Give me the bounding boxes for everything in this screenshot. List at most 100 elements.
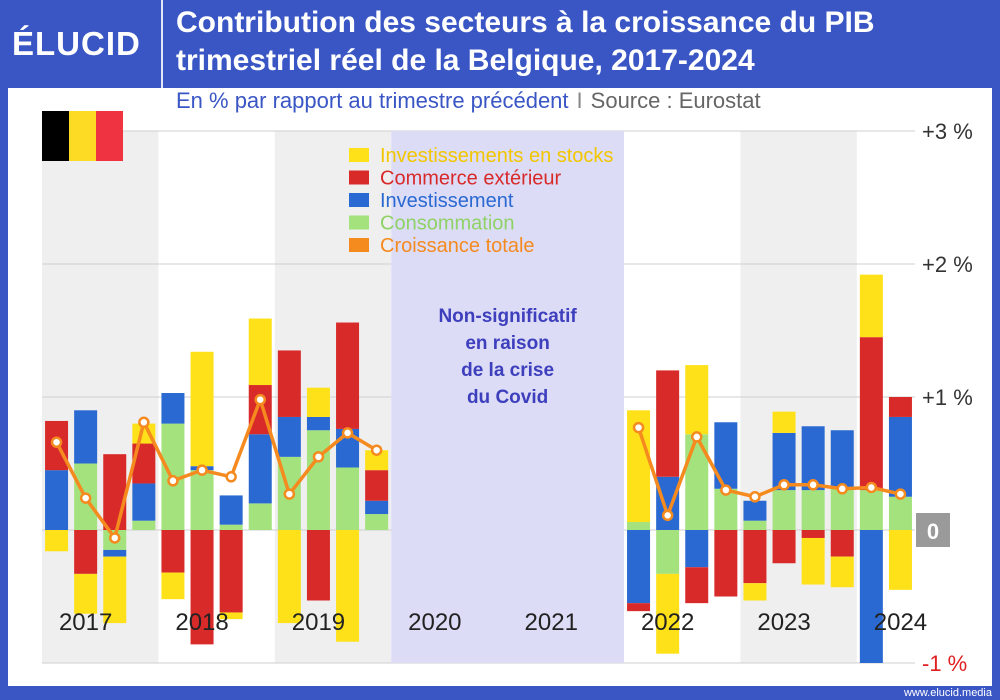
covid-band [391,131,624,663]
total-point [312,451,325,463]
total-point [167,475,179,487]
bar-investissement [161,393,185,424]
source-text: Source : Eurostat [590,88,761,113]
legend-label: Croissance totale [380,235,535,257]
total-line-segment [142,420,175,483]
bar-commerce [801,530,825,538]
total-point [109,532,121,544]
bar-commerce [685,567,709,604]
bar-consommation [714,488,738,530]
bar-investissement [277,416,301,457]
bar-consommation [190,470,214,530]
zero-label-box [916,513,950,547]
total-point [894,488,907,500]
bar-commerce [190,530,214,645]
total-point [138,416,150,429]
total-point [341,427,354,439]
bar-investissement [656,476,680,530]
bar-consommation [656,530,680,574]
header: ÉLUCID Contribution des secteurs à la cr… [0,0,1000,88]
bar-investissement [830,430,854,488]
total-line-segment [54,440,88,500]
bar-investissement [365,500,389,515]
total-line-segment [665,435,699,518]
bar-commerce [277,350,301,417]
bar-investissement [103,549,127,557]
x-tick-label: 2024 [874,609,927,636]
bar-investissement [888,416,912,497]
legend-swatch-investissement [349,193,369,207]
bar-commerce [859,337,883,491]
total-point [79,492,92,504]
bar-stocks [219,612,243,620]
bar-commerce [365,470,389,501]
bar-consommation [336,467,360,530]
bar-commerce [336,322,360,429]
total-line-segment [229,397,262,479]
total-point [196,464,208,476]
x-tick-label: 2018 [175,609,228,636]
bar-stocks [656,573,680,654]
bar-stocks [830,556,854,588]
bar-stocks [306,387,330,417]
legend-label: Investissement [380,190,514,212]
bar-commerce [306,530,330,601]
bar-stocks [743,583,767,601]
total-line-segment [316,431,350,459]
bar-investissement [132,483,156,521]
y-tick-label: +3 % [922,119,973,144]
bar-commerce [772,530,796,564]
total-point [661,509,674,522]
bar-stocks [772,411,796,433]
x-tick-label: 2017 [59,609,112,636]
covid-note-line: du Covid [467,387,548,408]
total-point [283,488,296,500]
bar-investissement [74,410,98,464]
bar-consommation [801,490,825,530]
total-point [865,481,878,494]
bar-consommation [132,520,156,530]
elucid-logo: ÉLUCID [12,25,141,62]
bar-stocks [74,573,98,614]
bar-stocks [45,530,69,552]
bar-investissement [45,470,69,530]
bar-stocks [277,530,301,624]
total-line-segment [83,496,117,540]
chart-title: Contribution des secteurs à la croissanc… [176,4,996,80]
total-point [720,484,732,496]
legend-label: Investissements en stocks [380,145,613,167]
total-line-segment [258,397,292,496]
legend-swatch-commerce [349,170,369,185]
footer-url[interactable]: www.elucid.media [903,687,992,699]
bar-stocks [336,530,360,642]
total-line-segment [695,435,728,492]
total-point [749,491,761,503]
belgium-flag-stripe [42,111,69,161]
total-line-segment [636,425,670,518]
bar-stocks [161,572,185,600]
header-separator [161,0,163,88]
x-tick-label: 2020 [408,609,461,636]
bar-investissement [714,422,738,489]
covid-note-line: de la crise [461,360,554,381]
total-point [807,479,819,491]
legend-swatch-stocks [349,148,369,162]
bar-consommation [772,490,796,530]
x-tick-label: 2021 [525,609,578,636]
bar-commerce [74,530,98,574]
total-point [778,479,790,491]
covid-note-line: en raison [465,333,549,354]
bar-commerce [743,530,767,584]
x-tick-label: 2022 [641,609,694,636]
bar-commerce [103,454,127,530]
bar-commerce [132,443,156,484]
bar-stocks [365,450,389,471]
bar-consommation [365,514,389,530]
y-tick-label: 0 [927,519,939,544]
bar-consommation [219,524,243,530]
bar-consommation [888,496,912,530]
bar-commerce [219,530,243,613]
bar-commerce [714,530,738,597]
bar-investissement [219,495,243,525]
